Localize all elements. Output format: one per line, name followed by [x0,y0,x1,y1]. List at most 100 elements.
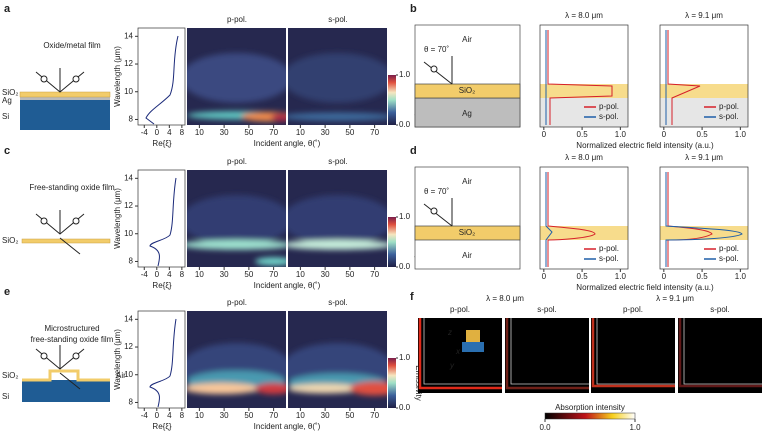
metal-band [540,98,628,127]
absorption-map [678,318,762,393]
structure-outline [510,318,589,385]
layer-label: Si [2,112,9,121]
legend-label: s-pol. [719,112,739,121]
x-tick-label: 4 [167,270,172,279]
x-tick-label: 0.5 [697,272,709,281]
axes-frame [540,167,628,269]
film [19,91,111,98]
layer-label: Air [462,177,472,186]
p-curve [667,30,701,125]
x-tick-label: 1.0 [735,130,747,139]
plot-title: λ = 8.0 μm [565,11,603,20]
x-tick-label: 8 [180,128,185,137]
absorption-trace [678,318,762,388]
x-tick-label: 0.5 [697,130,709,139]
structure-outline [683,318,762,385]
heatmap-band [271,113,286,122]
ray [59,372,81,390]
layer-label: Air [462,251,472,260]
field-curves [545,172,596,267]
heatmap-band [241,111,286,122]
x-axis-label: Re{ξ} [152,281,171,290]
map-title: p-pol. [227,157,247,166]
heatmap-band [288,112,387,121]
subplot-title: p-pol. [623,305,643,314]
axis-letter: y [449,361,455,370]
s-curve [665,172,743,267]
x-tick-label: 70 [269,128,278,137]
x-tick-label: 8 [180,270,185,279]
x-tick-label: 0 [155,128,160,137]
panel-label: b [410,3,417,15]
plot-title: λ = 8.0 μm [486,294,524,303]
substrate [22,380,110,402]
y-tick-label: 8 [129,398,134,407]
layer-label: SiO₂ [459,86,475,95]
metal-band [660,98,748,127]
x-tick-label: 50 [244,411,253,420]
legend-label: p-pol. [719,102,739,111]
x-tick-label: 70 [370,411,379,420]
axes-frame [137,169,186,268]
pol-icon [40,352,48,360]
legend-label: s-pol. [599,112,619,121]
substrate [20,100,110,130]
x-tick-label: -4 [141,270,149,279]
s-curve [545,172,553,267]
colorbar-tick-label: 0.0 [399,120,411,129]
x-tick-label: 50 [244,128,253,137]
spectrum-curve [149,177,177,267]
x-tick-label: 4 [167,128,172,137]
x-tick-label: 1.0 [735,272,747,281]
axes-frame [137,27,186,126]
layer-label: SiO₂ [459,228,475,237]
axes-border [539,24,629,128]
legend-label: p-pol. [599,244,619,253]
subplot-title: s-pol. [537,305,557,314]
x-axis-label: Normalized electric field intensity (a.u… [576,141,714,150]
panel-title: Oxide/metal film [43,41,101,50]
x-tick-label: 1.0 [615,272,627,281]
layer-label: SiO₂ [2,88,18,97]
heatmap-band [187,239,286,250]
pol-icon [430,207,438,215]
x-tick-label: 4 [167,411,172,420]
colorbar [388,217,396,267]
x-tick-label: -4 [141,128,149,137]
x-axis-label: Incident angle, θ(˚) [254,139,321,148]
inset-structure [462,342,484,352]
colorbar [544,412,636,420]
x-tick-label: 8 [180,411,185,420]
plot-title: λ = 8.0 μm [565,153,603,162]
y-tick-label: 14 [124,31,133,40]
layer-label: Si [2,392,9,401]
x-tick-label: 30 [321,128,330,137]
layer-label: SiO₂ [2,371,18,380]
y-tick-label: 8 [129,115,134,124]
x-tick-label: 10 [296,270,305,279]
y-tick-label: 12 [124,201,133,210]
plot-title: λ = 9.1 μm [685,153,723,162]
spectrum-curve [145,35,179,125]
panel-title: free-standing oxide film [31,335,114,344]
heatmap [288,28,387,125]
heatmap-blobs [288,194,387,250]
y-axis-label: Wavelength (μm) [113,46,122,107]
x-axis-label: Re{ξ} [152,139,171,148]
colorbar-tick-label: 1.0 [399,212,411,221]
axes-frame [660,167,748,269]
plot-title: λ = 9.1 μm [656,294,694,303]
legend-label: p-pol. [599,102,619,111]
x-tick-label: 30 [220,128,229,137]
map-title: p-pol. [227,15,247,24]
colorbar-tick-label: 0.0 [539,423,551,432]
x-tick-label: 0 [662,272,667,281]
panel-label: c [4,145,10,157]
angle-label: θ = 70˚ [424,45,449,54]
heatmap-band [288,239,387,250]
colorbar-tick-label: 1.0 [399,353,411,362]
field-curves [545,30,613,125]
y-tick-label: 10 [124,370,133,379]
metal [20,97,110,100]
x-tick-label: -4 [141,411,149,420]
